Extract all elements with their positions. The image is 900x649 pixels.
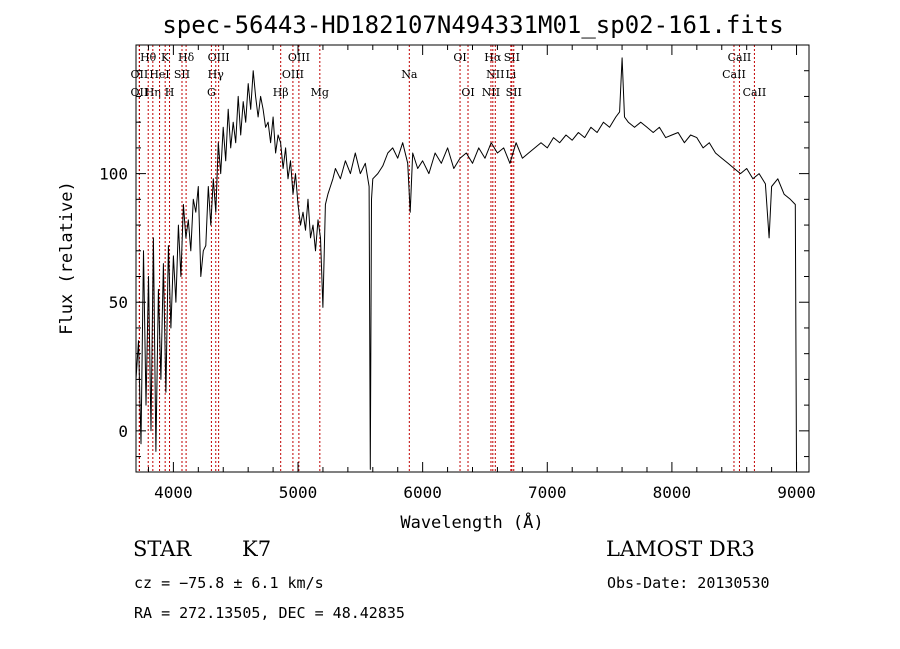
line-label-27: CaII xyxy=(743,86,767,99)
coordinates-text: RA = 272.13505, DEC = 48.42835 xyxy=(134,604,405,622)
redshift-text: cz = −75.8 ± 6.1 km/s xyxy=(134,574,324,592)
x-tick-label-5: 9000 xyxy=(777,483,816,502)
line-label-18: OI xyxy=(461,86,474,99)
x-tick-label-2: 6000 xyxy=(403,483,442,502)
survey-label: LAMOST DR3 xyxy=(606,537,755,561)
line-label-20: SII xyxy=(504,51,520,64)
line-label-7: Hδ xyxy=(178,51,195,64)
line-label-24: SII xyxy=(506,86,522,99)
axis-ticks: 4000 5000 6000 7000 8000 9000 0 50 100 xyxy=(99,45,816,502)
line-label-0: Hθ xyxy=(140,51,157,64)
line-label-19: Hα xyxy=(484,51,502,64)
plot-frame xyxy=(135,44,810,473)
x-tick-label-3: 7000 xyxy=(528,483,567,502)
line-label-16: Na xyxy=(401,68,418,81)
y-tick-label-2: 100 xyxy=(99,165,128,184)
chart-title: spec-56443-HD182107N494331M01_sp02-161.f… xyxy=(162,11,783,39)
class-label: STAR xyxy=(133,537,192,561)
obs-date-text: Obs-Date: 20130530 xyxy=(607,574,770,592)
line-label-5: HeI xyxy=(149,68,169,81)
line-label-4: K xyxy=(161,51,170,64)
line-label-26: CaII xyxy=(722,68,746,81)
line-label-13: OIII xyxy=(282,68,304,81)
x-axis-label: Wavelength (Å) xyxy=(400,511,543,533)
line-label-9: OIII xyxy=(208,51,230,64)
y-tick-label-0: 0 xyxy=(118,422,128,441)
y-tick-label-1: 50 xyxy=(109,293,128,312)
line-label-14: Hβ xyxy=(273,86,289,99)
x-tick-label-0: 4000 xyxy=(154,483,193,502)
line-label-21: NII xyxy=(486,68,504,81)
x-tick-label-4: 8000 xyxy=(653,483,692,502)
line-label-3: Hη xyxy=(145,86,161,99)
line-label-23: NII xyxy=(482,86,500,99)
line-label-2: OII xyxy=(131,86,149,99)
x-tick-label-1: 5000 xyxy=(279,483,318,502)
line-label-12: OIII xyxy=(288,51,310,64)
line-label-15: Mg xyxy=(311,86,329,99)
line-label-10: Hγ xyxy=(208,68,225,81)
y-axis-label: Flux (relative) xyxy=(57,181,77,335)
line-label-11: G xyxy=(207,86,216,99)
line-label-22: Li xyxy=(505,68,516,81)
line-label-8: SII xyxy=(174,68,190,81)
line-label-25: CaII xyxy=(728,51,752,64)
line-label-6: H xyxy=(165,86,175,99)
line-label-17: OI xyxy=(453,51,466,64)
spectrum-line xyxy=(135,57,797,470)
spectrum-series xyxy=(135,57,797,470)
subclass-label: K7 xyxy=(242,537,272,561)
